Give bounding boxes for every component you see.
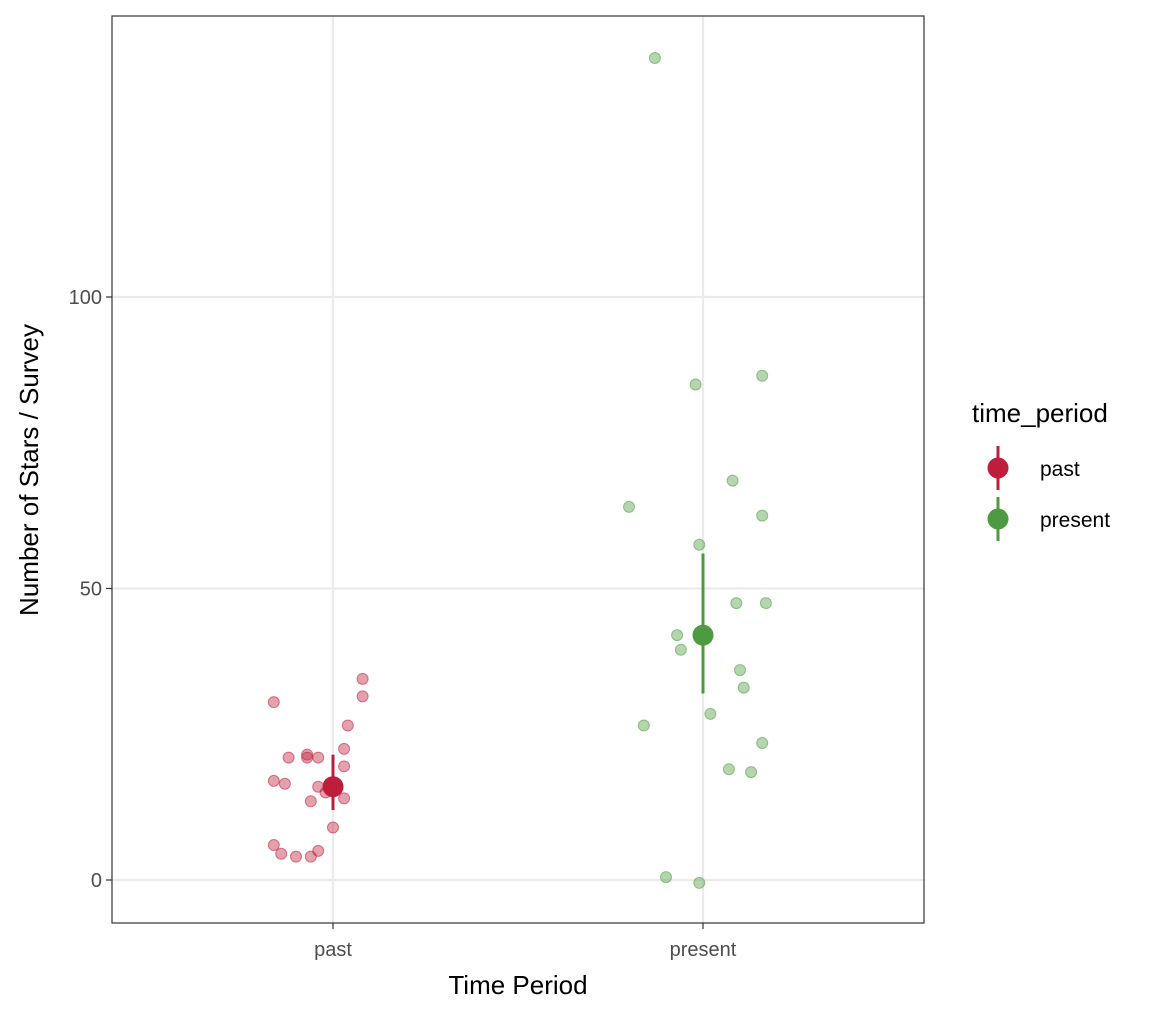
data-point-present [674, 643, 687, 656]
data-point-present [734, 664, 746, 677]
data-point-present [671, 629, 684, 642]
axes: 0 50 100 past present [69, 287, 737, 961]
data-point-past [356, 672, 369, 685]
data-point-present [745, 766, 758, 779]
plot-border [111, 15, 925, 924]
x-tick-label: present [670, 939, 737, 961]
legend-key-point-past [987, 457, 1009, 479]
data-point-past [312, 751, 325, 764]
data-point-past [267, 839, 280, 852]
y-tick-label: 50 [80, 579, 102, 601]
legend-key-point-present [987, 508, 1009, 530]
mean-point-past [322, 776, 344, 798]
legend-title: time_period [972, 398, 1108, 428]
y-tick-label: 100 [69, 287, 102, 309]
data-point-past [278, 777, 291, 790]
data-point-present [693, 538, 706, 551]
x-tick-label: past [314, 939, 352, 961]
data-point-past [282, 751, 295, 764]
x-axis-title: Time Period [448, 970, 587, 1000]
data-point-present [637, 719, 650, 732]
data-point-past [338, 792, 351, 805]
data-point-present [648, 51, 661, 64]
mean-point-present [692, 624, 714, 646]
data-points [267, 51, 772, 889]
data-point-past [304, 795, 317, 808]
y-tick-label: 0 [91, 870, 102, 892]
data-point-past [267, 696, 280, 709]
plot-panel [112, 16, 924, 923]
mean-summaries [322, 553, 714, 811]
data-point-past [275, 847, 288, 860]
data-point-past [301, 751, 314, 764]
data-point-present [756, 736, 769, 749]
legend-label-past: past [1040, 458, 1080, 481]
data-point-past [301, 748, 314, 761]
data-point-past [327, 821, 339, 834]
data-point-past [290, 850, 302, 863]
data-point-present [756, 509, 769, 522]
data-point-present [759, 597, 772, 610]
data-point-past [267, 774, 280, 787]
data-point-past [356, 690, 369, 703]
data-point-present [693, 876, 706, 889]
data-point-present [756, 369, 769, 382]
data-point-past [304, 850, 317, 863]
data-point-past [338, 742, 351, 755]
data-point-present [730, 597, 743, 610]
data-point-present [726, 474, 739, 487]
y-axis-title: Number of Stars / Survey [14, 324, 44, 616]
data-point-present [660, 871, 672, 884]
data-point-present [623, 500, 635, 513]
data-point-present [689, 378, 702, 391]
data-point-past [341, 719, 354, 732]
data-point-present [704, 707, 717, 720]
legend: time_period past present [972, 398, 1110, 541]
legend-label-present: present [1040, 509, 1110, 532]
data-point-present [722, 763, 735, 776]
data-point-past [338, 760, 351, 773]
data-point-present [737, 681, 750, 694]
